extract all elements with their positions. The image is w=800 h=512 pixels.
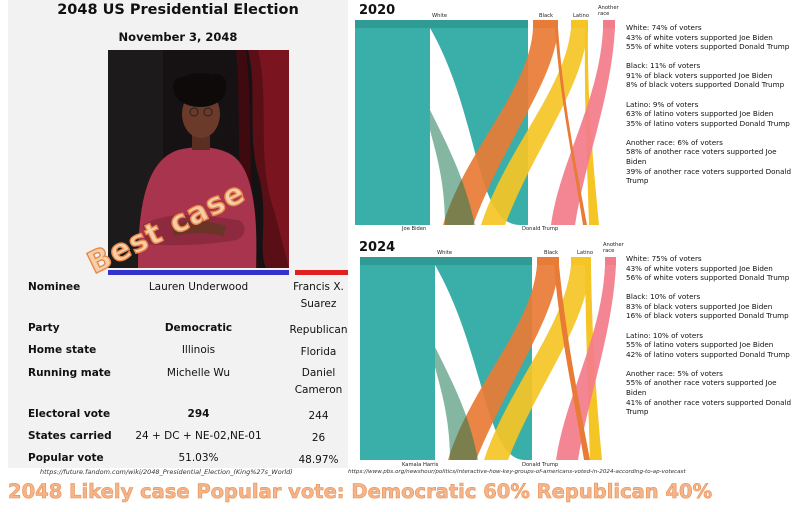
latino-header-bar — [571, 257, 591, 265]
dem-nominee: Lauren Underwood — [148, 281, 249, 293]
dem-party: Democratic — [164, 322, 233, 334]
rep-states-carried: 26 — [311, 432, 326, 444]
candidate-label-trump-2024: Donald Trump — [522, 462, 559, 468]
infobox-title: 2048 US Presidential Election — [57, 2, 299, 18]
group-label-black: Black — [539, 13, 554, 19]
another-biden-flow — [551, 28, 615, 225]
legend-white-2020: White: 74% of voters 43% of white voters … — [626, 23, 790, 52]
black-header-bar — [533, 20, 558, 28]
year-2020-heading: 2020 — [359, 3, 396, 18]
infobox-source-link[interactable]: https://future.fandom.com/wiki/2048_Pres… — [40, 468, 293, 476]
group-label-another-race: Another race — [598, 5, 619, 17]
rep-party: Republican — [289, 324, 348, 336]
candidate-label-biden-2020: Joe Biden — [402, 226, 427, 232]
dem-electoral-vote: 294 — [187, 408, 210, 420]
white-harris-flow — [360, 265, 435, 460]
rep-home-state: Florida — [300, 346, 337, 358]
white-header-bar — [360, 257, 532, 265]
latino-header-bar — [571, 20, 588, 28]
legend-black-2024: Black: 10% of voters 83% of black voters … — [626, 292, 789, 321]
another-race-header-bar — [605, 257, 616, 265]
group-label-black-2024: Black — [544, 250, 559, 256]
legend-2020: White: 74% of voters 43% of white voters … — [626, 23, 798, 195]
rep-popular-vote: 48.97% — [298, 454, 339, 466]
legend-black-2020: Black: 11% of voters 91% of black voters … — [626, 61, 785, 90]
row-label: Party — [28, 322, 60, 334]
legend-white-2024: White: 75% of voters 43% of white voters … — [626, 254, 790, 283]
white-header-bar — [355, 20, 528, 28]
another-race-header-bar — [603, 20, 615, 28]
flow-diagram-2020 — [355, 20, 615, 225]
rep-nominee: Francis X. Suarez — [293, 281, 344, 310]
black-header-bar — [537, 257, 559, 265]
election-infobox: 2048 US Presidential Election November 3… — [8, 0, 348, 468]
candidate-portrait — [108, 50, 289, 268]
black-harris-flow — [448, 265, 559, 460]
likely-case-banner: 2048 Likely case Popular vote: Democrati… — [8, 480, 713, 504]
legend-latino-2020: Latino: 9% of voters 63% of latino voters… — [626, 99, 790, 128]
rep-running-mate: Daniel Cameron — [294, 367, 343, 396]
overlap-shade — [430, 110, 475, 225]
black-biden-flow — [443, 28, 558, 225]
group-label-white: White — [432, 13, 448, 19]
row-label: Home state — [28, 344, 97, 356]
row-label: Running mate — [28, 367, 111, 379]
group-label-latino-2024: Latino — [577, 250, 594, 256]
row-label: Nominee — [28, 281, 81, 293]
legend-latino-2024: Latino: 10% of voters 55% of latino voter… — [626, 330, 790, 359]
dem-running-mate: Michelle Wu — [166, 367, 231, 379]
legend-another-2024: Another race: 5% of voters 55% of another… — [626, 368, 792, 417]
candidate-label-trump-2020: Donald Trump — [522, 226, 559, 232]
flow-diagram-2024 — [360, 257, 616, 460]
black-trump-flow — [555, 28, 587, 225]
group-label-white-2024: White — [437, 250, 453, 256]
another-harris-flow — [556, 265, 616, 460]
legend-2024: White: 75% of voters 43% of white voters … — [626, 254, 798, 426]
election-date: November 3, 2048 — [118, 30, 238, 44]
white-biden-flow — [355, 28, 430, 225]
dem-home-state: Illinois — [181, 344, 216, 356]
group-label-latino: Latino — [573, 13, 590, 19]
republican-color-bar — [295, 270, 348, 275]
row-label: Popular vote — [28, 452, 104, 464]
latino-trump-flow — [584, 28, 599, 225]
row-label: Electoral vote — [28, 408, 111, 420]
legend-another-2020: Another race: 6% of voters 58% of another… — [626, 137, 792, 186]
flows-source-link[interactable]: https://www.pbs.org/newshour/politics/in… — [348, 469, 686, 475]
democratic-color-bar — [108, 270, 289, 275]
overlap-shade — [435, 347, 478, 460]
group-label-another-race-2024: Another race — [603, 242, 624, 254]
rep-electoral-vote: 244 — [308, 410, 329, 422]
year-2024-heading: 2024 — [359, 240, 396, 255]
candidate-label-harris-2024: Kamala Harris — [402, 462, 439, 468]
dem-states-carried: 24 + DC + NE-02,NE-01 — [135, 430, 262, 442]
dem-popular-vote: 51.03% — [178, 452, 219, 464]
row-label: States carried — [28, 430, 112, 442]
black-trump-flow — [554, 265, 590, 460]
